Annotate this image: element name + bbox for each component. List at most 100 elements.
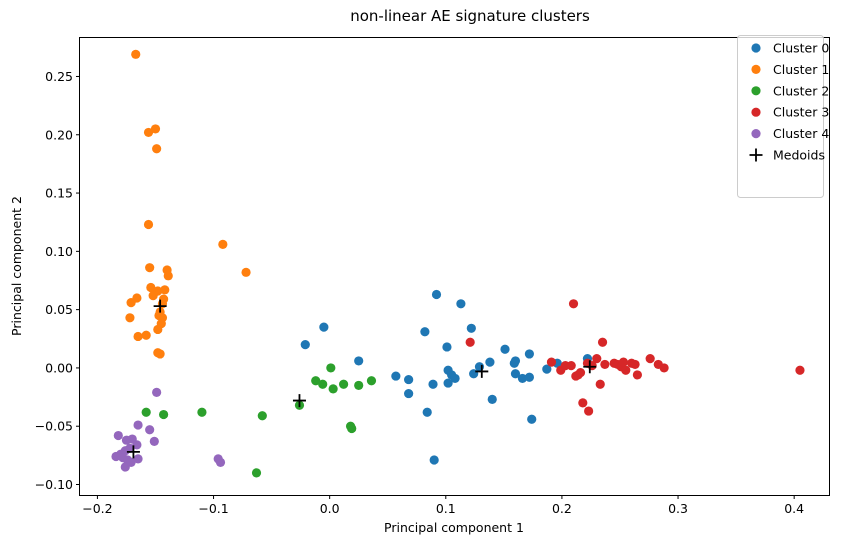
y-tick-label: 0.00	[45, 360, 73, 375]
cluster-3-point	[568, 299, 579, 309]
y-tick-label: −0.05	[35, 419, 73, 434]
cluster-0-point	[431, 289, 442, 300]
cluster-3-point	[630, 359, 640, 370]
x-axis: −0.2 −0.1 0.0 0.1 0.2 0.3 0.4	[82, 495, 804, 516]
x-tick-label: 0.2	[552, 501, 572, 516]
cluster-4-point	[152, 387, 162, 398]
cluster-2-point	[366, 376, 377, 386]
cluster-3-point	[597, 337, 608, 347]
legend-box	[737, 35, 824, 198]
cluster-1-point	[141, 330, 151, 340]
legend-label: Cluster 3	[773, 105, 829, 120]
cluster-2-point	[159, 409, 169, 420]
cluster-0-point	[300, 340, 310, 350]
y-tick-label: 0.05	[45, 302, 73, 317]
data-points	[111, 49, 805, 478]
cluster-3-point	[632, 370, 642, 380]
cluster-0-point	[443, 378, 453, 388]
cluster-2-point	[141, 407, 151, 417]
medoid-markers	[126, 299, 597, 459]
x-tick-label: 0.0	[320, 501, 340, 516]
cluster-1-point	[152, 144, 162, 154]
cluster-4-point	[121, 435, 132, 445]
cluster-4-point	[145, 425, 155, 435]
cluster-1-point	[148, 291, 158, 301]
cluster-4-point	[111, 451, 121, 462]
cluster-4-point	[149, 436, 159, 446]
medoid-marker	[583, 360, 597, 374]
cluster-2-point	[347, 423, 357, 434]
cluster-1-point	[131, 49, 141, 59]
cluster-1-point	[155, 349, 165, 359]
cluster-2-point	[318, 379, 328, 389]
y-tick-label: 0.25	[45, 69, 73, 84]
cluster-0-point	[542, 364, 552, 374]
cluster-0-point	[442, 342, 452, 352]
cluster-3-point	[592, 353, 602, 364]
cluster-1-point	[126, 298, 136, 308]
medoid-marker	[475, 364, 489, 378]
cluster-0-point	[487, 394, 497, 405]
cluster-0-point	[517, 373, 528, 384]
cluster-0-point	[466, 323, 476, 333]
cluster-1-point	[163, 271, 173, 281]
plot-area-frame	[79, 37, 830, 496]
legend-label: Cluster 4	[773, 126, 829, 141]
cluster-0-point	[404, 374, 414, 385]
cluster-2-point	[354, 380, 364, 391]
legend-swatch	[751, 107, 761, 117]
x-tick-label: −0.2	[82, 501, 112, 516]
cluster-0-point	[510, 356, 521, 366]
y-tick-label: 0.15	[45, 186, 73, 201]
cluster-0-point	[428, 379, 438, 389]
cluster-1-point	[133, 331, 143, 342]
cluster-0-point	[319, 322, 329, 332]
cluster-0-point	[429, 455, 439, 465]
cluster-4-point	[215, 457, 226, 467]
cluster-3-point	[600, 359, 610, 370]
cluster-3-point	[645, 353, 655, 364]
y-tick-label: −0.10	[35, 477, 73, 492]
cluster-0-point	[404, 388, 414, 399]
cluster-1-point	[145, 263, 155, 273]
cluster-0-point	[524, 349, 535, 359]
cluster-4-point	[113, 430, 123, 441]
legend-swatch	[751, 129, 761, 139]
legend-label: Cluster 0	[773, 41, 829, 56]
medoid-marker	[126, 445, 140, 459]
cluster-4-point	[132, 440, 142, 450]
cluster-0-point	[450, 373, 460, 384]
medoid-marker	[153, 299, 167, 313]
cluster-0-point	[422, 407, 432, 417]
cluster-2-point	[197, 407, 207, 417]
cluster-0-point	[391, 371, 401, 381]
legend: Cluster 0 Cluster 1 Cluster 2 Cluster 3 Clus…	[737, 35, 829, 198]
cluster-0-point	[500, 344, 510, 354]
cluster-1-point	[241, 267, 251, 277]
cluster-0-point	[524, 372, 535, 382]
cluster-1-point	[218, 239, 228, 249]
cluster-0-point	[485, 357, 495, 367]
y-tick-label: 0.10	[45, 244, 73, 259]
cluster-3-point	[795, 365, 805, 375]
cluster-2-point	[339, 379, 349, 389]
x-tick-label: 0.3	[668, 501, 688, 516]
cluster-3-point	[618, 357, 629, 367]
cluster-2-point	[311, 376, 321, 386]
cluster-1-point	[154, 310, 164, 321]
cluster-1-point	[153, 324, 163, 335]
legend-label: Medoids	[773, 148, 825, 163]
cluster-4-point	[133, 420, 143, 430]
chart-title: non-linear AE signature clusters	[350, 7, 590, 25]
cluster-0-point	[527, 414, 537, 424]
legend-swatch	[749, 148, 763, 162]
y-tick-label: 0.20	[45, 127, 73, 142]
cluster-4-point	[120, 462, 130, 472]
cluster-0-point	[510, 369, 521, 379]
cluster-0-point	[456, 299, 466, 309]
x-tick-label: 0.4	[784, 501, 804, 516]
cluster-2-point	[257, 411, 267, 421]
legend-label: Cluster 2	[773, 83, 829, 98]
legend-swatch	[751, 43, 761, 53]
